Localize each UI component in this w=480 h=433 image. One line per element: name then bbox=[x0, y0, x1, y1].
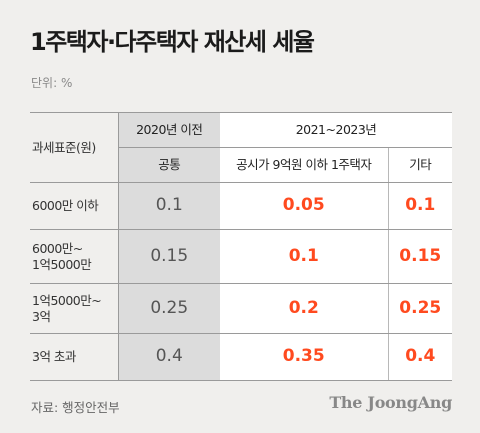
publisher-logo: The JoongAng bbox=[329, 393, 452, 412]
rate-single-home: 0.05 bbox=[282, 195, 325, 216]
bracket-label: 1억5000만~ 3억 bbox=[30, 283, 118, 334]
rate-single-home: 0.1 bbox=[288, 245, 319, 266]
col-other-header: 기타 bbox=[387, 147, 453, 183]
table-row: 6000만 이하 0.1 0.05 0.1 bbox=[30, 182, 453, 230]
rate-other: 0.4 bbox=[405, 346, 436, 367]
bracket-label: 6000만~ 1억5000만 bbox=[30, 229, 118, 284]
rate-single-home: 0.2 bbox=[288, 297, 319, 318]
table-row: 3억 초과 0.4 0.35 0.4 bbox=[30, 333, 453, 381]
bracket-label: 3억 초과 bbox=[30, 333, 118, 381]
col-common-header: 공통 bbox=[117, 147, 220, 183]
rate-single-home: 0.35 bbox=[282, 346, 325, 367]
table-row: 1억5000만~ 3억 0.25 0.2 0.25 bbox=[30, 283, 453, 334]
rate-common: 0.15 bbox=[150, 245, 189, 266]
period-new-header: 2021~2023년 bbox=[220, 112, 453, 148]
source-note: 자료: 행정안전부 bbox=[31, 400, 120, 415]
rate-other: 0.1 bbox=[405, 195, 436, 216]
period-old-header: 2020년 이전 bbox=[117, 112, 220, 148]
col-single-header: 공시가 9억원 이하 1주택자 bbox=[220, 147, 388, 183]
page-title: 1주택자·다주택자 재산세 세율 bbox=[30, 28, 315, 56]
bracket-label: 6000만 이하 bbox=[30, 182, 118, 230]
rate-other: 0.15 bbox=[399, 245, 442, 266]
rate-common: 0.4 bbox=[155, 346, 183, 367]
unit-label: 단위: % bbox=[31, 76, 73, 90]
tax-rate-table: 과세표준(원) 2020년 이전 2021~2023년 공통 공시가 9억원 이… bbox=[30, 112, 453, 381]
row-header: 과세표준(원) bbox=[30, 112, 118, 183]
table-row: 6000만~ 1억5000만 0.15 0.1 0.15 bbox=[30, 229, 453, 284]
rate-common: 0.1 bbox=[155, 195, 183, 216]
rate-common: 0.25 bbox=[150, 297, 189, 318]
rate-other: 0.25 bbox=[399, 297, 442, 318]
